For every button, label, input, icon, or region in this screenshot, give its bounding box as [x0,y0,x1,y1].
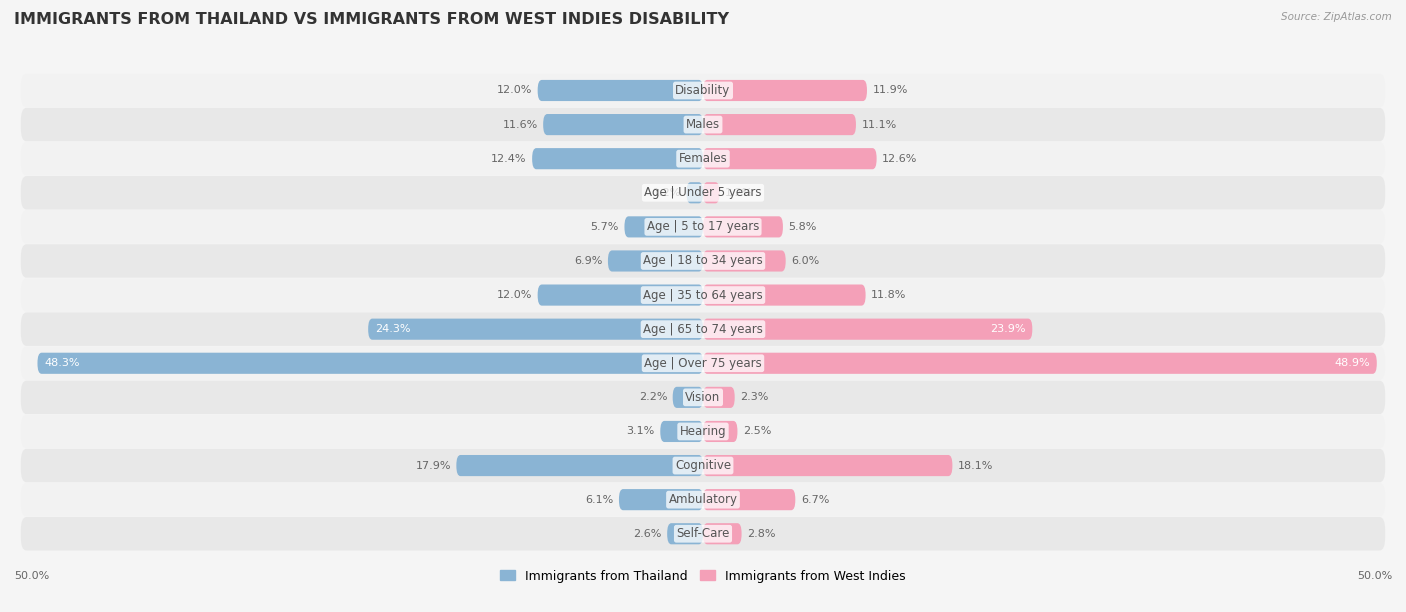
Text: 11.1%: 11.1% [862,119,897,130]
Text: 1.2%: 1.2% [652,188,681,198]
FancyBboxPatch shape [703,455,952,476]
Text: 17.9%: 17.9% [415,461,451,471]
FancyBboxPatch shape [38,353,703,374]
Text: 24.3%: 24.3% [375,324,411,334]
Text: 1.2%: 1.2% [725,188,754,198]
Text: 18.1%: 18.1% [957,461,993,471]
Text: 5.7%: 5.7% [591,222,619,232]
Text: 6.0%: 6.0% [792,256,820,266]
FancyBboxPatch shape [703,216,783,237]
FancyBboxPatch shape [457,455,703,476]
FancyBboxPatch shape [21,313,1385,346]
FancyBboxPatch shape [21,244,1385,278]
Text: 5.8%: 5.8% [789,222,817,232]
Text: Disability: Disability [675,84,731,97]
FancyBboxPatch shape [21,74,1385,107]
FancyBboxPatch shape [21,346,1385,380]
Text: 11.6%: 11.6% [502,119,537,130]
FancyBboxPatch shape [21,176,1385,209]
Text: 2.2%: 2.2% [638,392,668,402]
Text: 50.0%: 50.0% [14,571,49,581]
Text: Self-Care: Self-Care [676,528,730,540]
FancyBboxPatch shape [21,108,1385,141]
Text: Age | 18 to 34 years: Age | 18 to 34 years [643,255,763,267]
Text: Ambulatory: Ambulatory [668,493,738,506]
Text: Vision: Vision [685,391,721,404]
FancyBboxPatch shape [686,182,703,203]
FancyBboxPatch shape [21,142,1385,176]
Text: 2.3%: 2.3% [740,392,769,402]
FancyBboxPatch shape [703,353,1376,374]
Text: 48.3%: 48.3% [45,358,80,368]
FancyBboxPatch shape [703,319,1032,340]
FancyBboxPatch shape [703,285,866,305]
FancyBboxPatch shape [21,210,1385,244]
FancyBboxPatch shape [703,182,720,203]
Text: Age | 65 to 74 years: Age | 65 to 74 years [643,323,763,335]
FancyBboxPatch shape [703,114,856,135]
FancyBboxPatch shape [703,489,796,510]
Text: 3.1%: 3.1% [627,427,655,436]
Legend: Immigrants from Thailand, Immigrants from West Indies: Immigrants from Thailand, Immigrants fro… [495,564,911,588]
Text: 12.0%: 12.0% [496,290,531,300]
Text: Age | Over 75 years: Age | Over 75 years [644,357,762,370]
FancyBboxPatch shape [21,483,1385,517]
Text: Males: Males [686,118,720,131]
Text: 12.0%: 12.0% [496,86,531,95]
FancyBboxPatch shape [703,80,868,101]
FancyBboxPatch shape [703,421,738,442]
FancyBboxPatch shape [703,250,786,272]
FancyBboxPatch shape [543,114,703,135]
Text: Cognitive: Cognitive [675,459,731,472]
FancyBboxPatch shape [703,523,741,544]
Text: Source: ZipAtlas.com: Source: ZipAtlas.com [1281,12,1392,22]
Text: 48.9%: 48.9% [1334,358,1369,368]
FancyBboxPatch shape [703,148,876,170]
FancyBboxPatch shape [619,489,703,510]
Text: Females: Females [679,152,727,165]
Text: 11.8%: 11.8% [872,290,907,300]
Text: 2.5%: 2.5% [742,427,772,436]
FancyBboxPatch shape [537,80,703,101]
FancyBboxPatch shape [368,319,703,340]
FancyBboxPatch shape [607,250,703,272]
FancyBboxPatch shape [21,517,1385,550]
Text: 6.1%: 6.1% [585,494,613,505]
FancyBboxPatch shape [672,387,703,408]
FancyBboxPatch shape [668,523,703,544]
Text: 2.8%: 2.8% [747,529,776,539]
Text: 11.9%: 11.9% [873,86,908,95]
Text: 2.6%: 2.6% [633,529,662,539]
FancyBboxPatch shape [21,415,1385,448]
FancyBboxPatch shape [531,148,703,170]
Text: IMMIGRANTS FROM THAILAND VS IMMIGRANTS FROM WEST INDIES DISABILITY: IMMIGRANTS FROM THAILAND VS IMMIGRANTS F… [14,12,730,28]
Text: 6.7%: 6.7% [801,494,830,505]
FancyBboxPatch shape [21,278,1385,312]
FancyBboxPatch shape [703,387,735,408]
FancyBboxPatch shape [21,381,1385,414]
FancyBboxPatch shape [661,421,703,442]
FancyBboxPatch shape [624,216,703,237]
FancyBboxPatch shape [537,285,703,305]
Text: 50.0%: 50.0% [1357,571,1392,581]
FancyBboxPatch shape [21,449,1385,482]
Text: 23.9%: 23.9% [990,324,1025,334]
Text: Age | 5 to 17 years: Age | 5 to 17 years [647,220,759,233]
Text: 12.4%: 12.4% [491,154,527,163]
Text: 6.9%: 6.9% [574,256,602,266]
Text: Hearing: Hearing [679,425,727,438]
Text: Age | Under 5 years: Age | Under 5 years [644,186,762,200]
Text: 12.6%: 12.6% [882,154,918,163]
Text: Age | 35 to 64 years: Age | 35 to 64 years [643,289,763,302]
